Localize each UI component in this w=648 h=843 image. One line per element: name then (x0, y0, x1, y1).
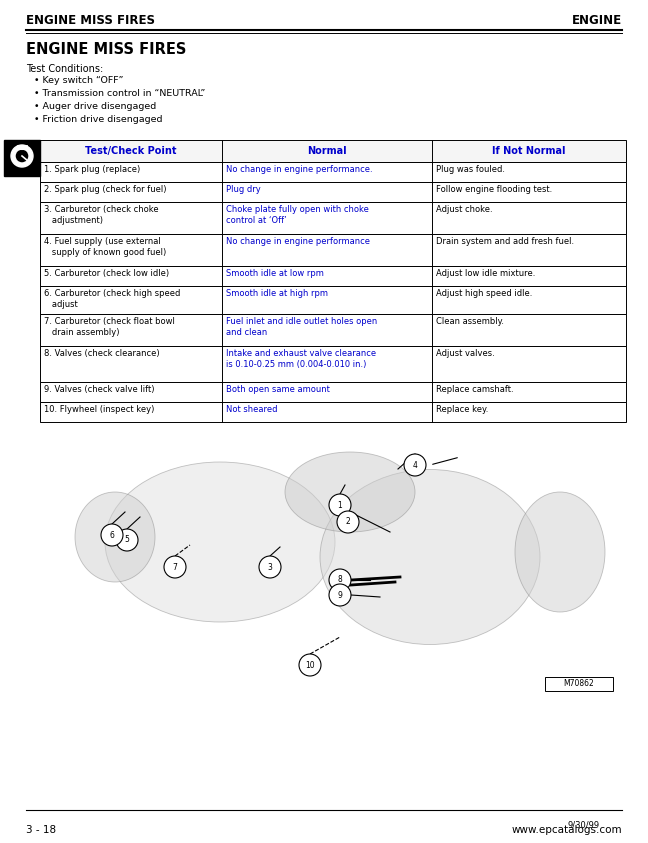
Text: 9/30/99: 9/30/99 (567, 820, 599, 829)
Text: Fuel inlet and idle outlet holes open
and clean: Fuel inlet and idle outlet holes open an… (226, 317, 377, 337)
Text: Smooth idle at high rpm: Smooth idle at high rpm (226, 289, 328, 298)
Text: If Not Normal: If Not Normal (492, 146, 566, 156)
Text: Clean assembly.: Clean assembly. (436, 317, 504, 326)
Text: Adjust high speed idle.: Adjust high speed idle. (436, 289, 533, 298)
Text: 1: 1 (338, 501, 342, 509)
Text: 2. Spark plug (check for fuel): 2. Spark plug (check for fuel) (44, 185, 167, 194)
Ellipse shape (320, 470, 540, 645)
Text: 5. Carburetor (check low idle): 5. Carburetor (check low idle) (44, 269, 169, 278)
Circle shape (337, 511, 359, 533)
Text: • Friction drive disengaged: • Friction drive disengaged (34, 115, 163, 124)
Text: 2: 2 (345, 518, 351, 527)
Circle shape (329, 494, 351, 516)
Circle shape (329, 584, 351, 606)
Circle shape (404, 454, 426, 476)
Text: 9: 9 (338, 590, 342, 599)
Text: 3. Carburetor (check choke
   adjustment): 3. Carburetor (check choke adjustment) (44, 205, 159, 225)
FancyBboxPatch shape (4, 140, 40, 176)
Circle shape (101, 524, 123, 546)
Text: 4: 4 (413, 460, 417, 470)
FancyBboxPatch shape (40, 202, 626, 234)
Ellipse shape (105, 462, 335, 622)
Text: No change in engine performance.: No change in engine performance. (226, 165, 373, 174)
Text: 8. Valves (check clearance): 8. Valves (check clearance) (44, 349, 159, 358)
FancyBboxPatch shape (40, 402, 626, 422)
Text: • Transmission control in “NEUTRAL”: • Transmission control in “NEUTRAL” (34, 89, 205, 98)
Text: ENGINE MISS FIRES: ENGINE MISS FIRES (26, 14, 155, 27)
Circle shape (164, 556, 186, 578)
Text: 5: 5 (124, 535, 130, 545)
Text: Adjust low idle mixture.: Adjust low idle mixture. (436, 269, 535, 278)
Text: ENGINE: ENGINE (572, 14, 622, 27)
FancyBboxPatch shape (40, 140, 626, 162)
Text: Smooth idle at low rpm: Smooth idle at low rpm (226, 269, 324, 278)
Ellipse shape (515, 492, 605, 612)
Text: No change in engine performance: No change in engine performance (226, 237, 370, 246)
Text: 9. Valves (check valve lift): 9. Valves (check valve lift) (44, 385, 154, 394)
Text: ENGINE MISS FIRES: ENGINE MISS FIRES (26, 42, 187, 57)
Text: 1. Spark plug (replace): 1. Spark plug (replace) (44, 165, 140, 174)
Ellipse shape (285, 452, 415, 532)
Text: Follow engine flooding test.: Follow engine flooding test. (436, 185, 552, 194)
Text: • Key switch “OFF”: • Key switch “OFF” (34, 76, 124, 85)
Circle shape (116, 529, 138, 551)
Text: Not sheared: Not sheared (226, 405, 277, 414)
Text: Plug was fouled.: Plug was fouled. (436, 165, 505, 174)
FancyBboxPatch shape (40, 162, 626, 182)
Text: Replace key.: Replace key. (436, 405, 489, 414)
Text: Test/Check Point: Test/Check Point (86, 146, 177, 156)
FancyBboxPatch shape (545, 677, 613, 691)
Circle shape (11, 145, 33, 167)
Text: Plug dry: Plug dry (226, 185, 260, 194)
Text: Both open same amount: Both open same amount (226, 385, 330, 394)
Text: Drain system and add fresh fuel.: Drain system and add fresh fuel. (436, 237, 574, 246)
Text: 6: 6 (110, 530, 115, 540)
Circle shape (259, 556, 281, 578)
Ellipse shape (75, 492, 155, 582)
FancyBboxPatch shape (40, 382, 626, 402)
Text: 7. Carburetor (check float bowl
   drain assembly): 7. Carburetor (check float bowl drain as… (44, 317, 175, 337)
Text: • Auger drive disengaged: • Auger drive disengaged (34, 102, 156, 111)
FancyBboxPatch shape (40, 314, 626, 346)
Text: Choke plate fully open with choke
control at ‘Off’: Choke plate fully open with choke contro… (226, 205, 369, 225)
Text: Test Conditions:: Test Conditions: (26, 64, 103, 74)
Circle shape (299, 654, 321, 676)
Text: Intake and exhaust valve clearance
is 0.10-0.25 mm (0.004-0.010 in.): Intake and exhaust valve clearance is 0.… (226, 349, 376, 369)
Text: Adjust choke.: Adjust choke. (436, 205, 492, 214)
Text: 3: 3 (268, 562, 272, 572)
Text: M70862: M70862 (564, 679, 594, 689)
Text: 10: 10 (305, 661, 315, 669)
Text: 3 - 18: 3 - 18 (26, 825, 56, 835)
Text: 8: 8 (338, 576, 342, 584)
Text: 7: 7 (172, 562, 178, 572)
Text: Adjust valves.: Adjust valves. (436, 349, 495, 358)
Text: 6. Carburetor (check high speed
   adjust: 6. Carburetor (check high speed adjust (44, 289, 180, 309)
FancyBboxPatch shape (40, 346, 626, 382)
Text: 10. Flywheel (inspect key): 10. Flywheel (inspect key) (44, 405, 154, 414)
FancyBboxPatch shape (40, 182, 626, 202)
Text: www.epcatalogs.com: www.epcatalogs.com (511, 825, 622, 835)
FancyBboxPatch shape (40, 266, 626, 286)
Circle shape (329, 569, 351, 591)
Text: Replace camshaft.: Replace camshaft. (436, 385, 514, 394)
Text: Normal: Normal (307, 146, 347, 156)
Circle shape (15, 149, 29, 163)
FancyBboxPatch shape (40, 286, 626, 314)
Text: 4. Fuel supply (use external
   supply of known good fuel): 4. Fuel supply (use external supply of k… (44, 237, 167, 257)
FancyBboxPatch shape (40, 234, 626, 266)
